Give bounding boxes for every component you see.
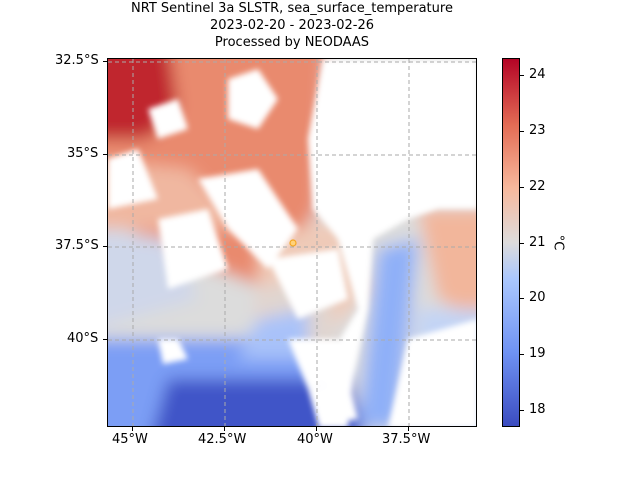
x-tick-mark bbox=[132, 427, 133, 431]
colorbar-tick-label: 19 bbox=[529, 346, 546, 362]
colorbar-tick-mark bbox=[520, 242, 524, 244]
colorbar-tick-mark bbox=[520, 298, 524, 300]
sst-map bbox=[107, 58, 477, 427]
x-tick-label: 40°W bbox=[297, 432, 333, 447]
x-tick-mark bbox=[224, 427, 225, 431]
title-line-3: Processed by NEODAAS bbox=[214, 35, 370, 50]
location-marker bbox=[289, 239, 297, 247]
colorbar-unit-label: °C bbox=[550, 234, 566, 251]
colorbar-tick-label: 22 bbox=[529, 178, 546, 194]
colorbar-tick-label: 24 bbox=[529, 66, 546, 82]
x-tick-label: 42.5°W bbox=[198, 432, 247, 447]
colorbar bbox=[502, 58, 520, 427]
x-tick-label: 37.5°W bbox=[382, 432, 431, 447]
colorbar-tick-label: 23 bbox=[529, 122, 546, 138]
y-tick-label: 40°S bbox=[67, 331, 99, 346]
y-tick-mark bbox=[103, 154, 107, 155]
colorbar-tick-label: 20 bbox=[529, 290, 546, 306]
colorbar-tick-label: 18 bbox=[529, 402, 546, 418]
y-tick-mark bbox=[103, 246, 107, 247]
colorbar-tick-mark bbox=[520, 410, 524, 412]
x-tick-mark bbox=[408, 427, 409, 431]
colorbar-tick-mark bbox=[520, 74, 524, 76]
x-tick-label: 45°W bbox=[112, 432, 148, 447]
y-tick-label: 32.5°S bbox=[55, 53, 99, 68]
x-tick-mark bbox=[316, 427, 317, 431]
colorbar-tick-mark bbox=[520, 186, 524, 188]
y-tick-mark bbox=[103, 61, 107, 62]
graticule bbox=[108, 59, 476, 426]
colorbar-tick-label: 21 bbox=[529, 234, 546, 250]
title-line-2: 2023-02-20 - 2023-02-26 bbox=[209, 18, 375, 33]
title-line-1: NRT Sentinel 3a SLSTR, sea_surface_tempe… bbox=[131, 1, 453, 16]
y-tick-mark bbox=[103, 339, 107, 340]
cloud-mask bbox=[108, 59, 476, 426]
colorbar-tick-mark bbox=[520, 130, 524, 132]
y-tick-label: 35°S bbox=[67, 146, 99, 161]
colorbar-tick-mark bbox=[520, 354, 524, 356]
y-tick-label: 37.5°S bbox=[55, 238, 99, 253]
